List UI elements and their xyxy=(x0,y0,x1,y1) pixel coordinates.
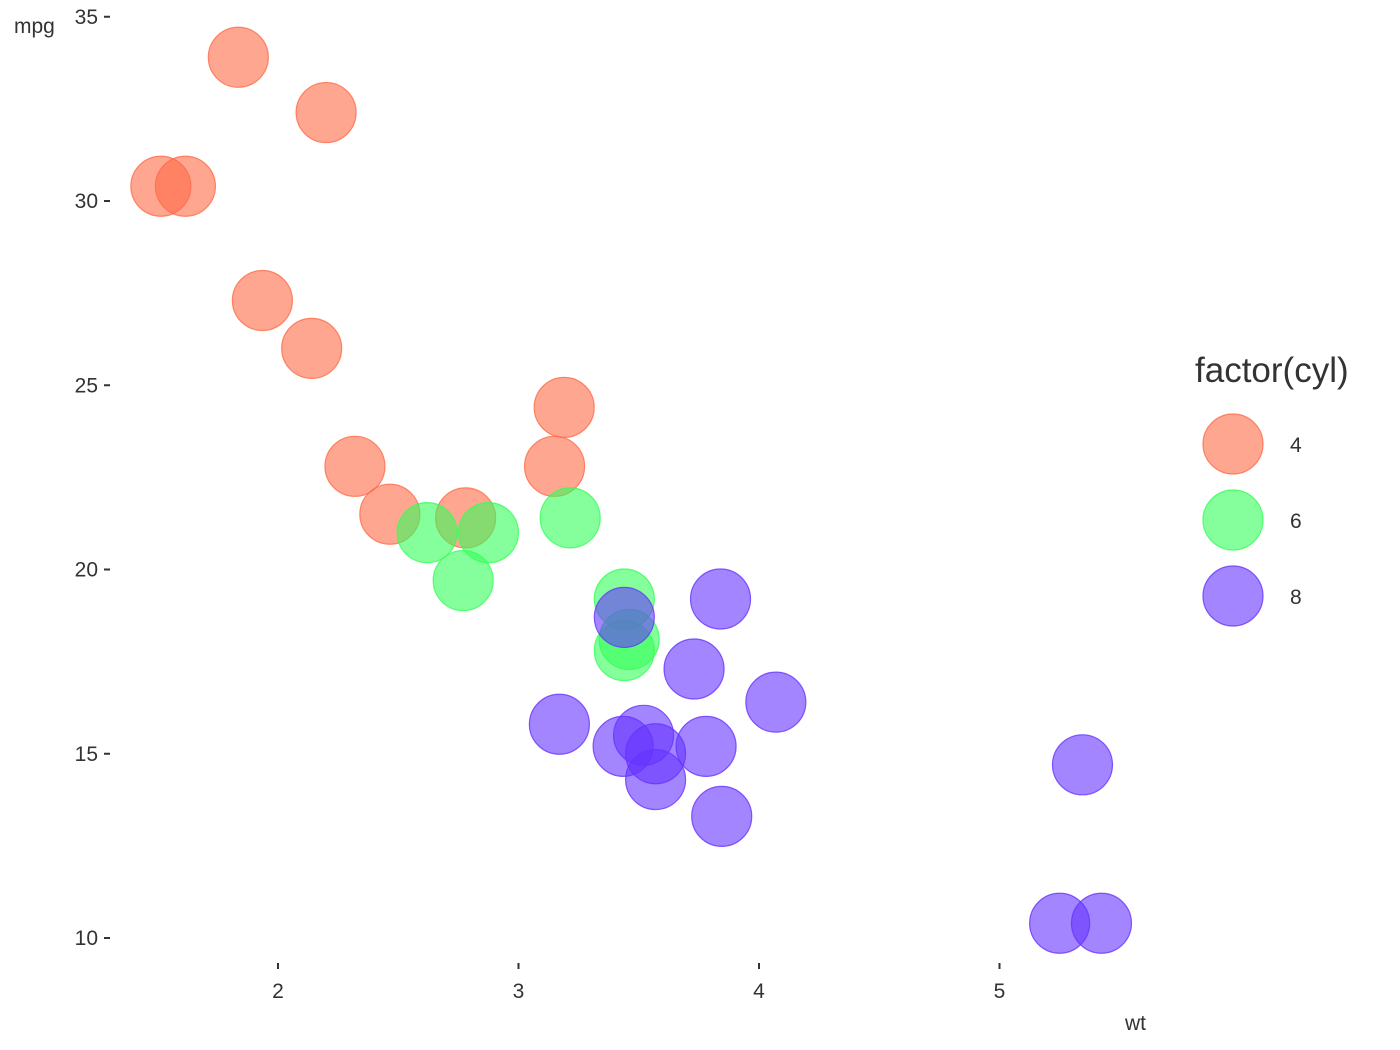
y-tick-label-25: 25 xyxy=(75,374,98,397)
x-tick-label-3: 3 xyxy=(513,980,525,1003)
y-tick-label-35: 35 xyxy=(75,6,98,29)
point-cyl-8-1 xyxy=(593,586,655,649)
y-tick-label-20: 20 xyxy=(75,559,98,582)
point-cyl-6-1 xyxy=(396,502,458,564)
points-layer xyxy=(130,26,1133,954)
point-cyl-4-4 xyxy=(154,155,217,217)
legend-key-8 xyxy=(1202,565,1264,627)
point-cyl-8-14 xyxy=(1070,892,1133,954)
point-cyl-6-4 xyxy=(432,549,494,612)
x-tick-label-2: 2 xyxy=(272,980,284,1003)
x-tick-label-5: 5 xyxy=(994,980,1006,1003)
point-cyl-6-2 xyxy=(457,502,520,564)
legend-title: factor(cyl) xyxy=(1195,351,1349,390)
point-cyl-8-4 xyxy=(745,671,807,733)
x-axis: 2 3 4 5 xyxy=(272,963,1005,1003)
y-tick-label-15: 15 xyxy=(75,743,98,766)
point-cyl-8-2 xyxy=(689,568,752,630)
point-cyl-8-10 xyxy=(624,748,687,811)
x-axis-title: wt xyxy=(1124,1012,1146,1035)
point-cyl-8-11 xyxy=(691,785,753,847)
y-axis-title: mpg xyxy=(14,15,55,38)
legend-key-4 xyxy=(1202,413,1264,475)
point-cyl-4-1 xyxy=(207,26,269,88)
point-cyl-4-8 xyxy=(324,435,386,497)
point-cyl-4-2 xyxy=(295,81,357,144)
legend-label-6: 6 xyxy=(1290,510,1302,533)
y-tick-label-30: 30 xyxy=(75,190,98,213)
x-tick-label-4: 4 xyxy=(753,980,765,1003)
legend-label-8: 8 xyxy=(1290,586,1302,609)
point-cyl-4-7 xyxy=(533,376,595,438)
point-cyl-6-3 xyxy=(539,487,601,549)
legend-key-6 xyxy=(1202,489,1264,551)
point-cyl-4-9 xyxy=(523,435,586,497)
point-cyl-8-5 xyxy=(528,693,590,755)
y-axis: 10 15 20 25 30 35 xyxy=(75,6,110,950)
legend-label-4: 4 xyxy=(1290,434,1302,457)
legend: factor(cyl) 4 6 8 xyxy=(1195,351,1349,627)
point-cyl-4-6 xyxy=(281,317,343,379)
point-cyl-4-5 xyxy=(231,269,293,332)
y-tick-label-10: 10 xyxy=(75,927,98,950)
point-cyl-8-3 xyxy=(663,638,725,700)
point-cyl-8-12 xyxy=(1051,734,1114,796)
point-cyl-8-9 xyxy=(675,715,737,777)
